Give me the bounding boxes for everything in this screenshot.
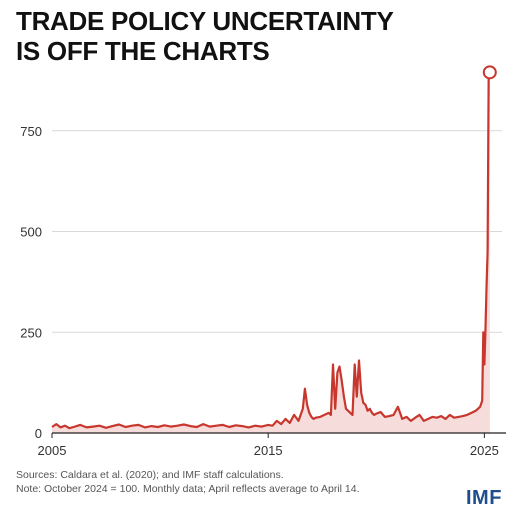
x-tick-label-2025: 2025	[470, 443, 499, 458]
x-tick-label-2015: 2015	[254, 443, 283, 458]
series-area-fill	[52, 70, 490, 434]
note-text: Note: October 2024 = 100. Monthly data; …	[16, 483, 360, 495]
latest-value-marker	[482, 65, 497, 80]
y-tick-label-250: 250	[20, 325, 42, 340]
tick-labels: 0 250 500 750 2005 2015 2025	[20, 124, 499, 458]
series-line-layer	[51, 69, 491, 430]
gridlines	[52, 130, 502, 333]
chart-title-line-1: TRADE POLICY UNCERTAINTY	[16, 6, 394, 36]
source-text: Sources: Caldara et al. (2020); and IMF …	[16, 469, 284, 481]
chart-title: TRADE POLICY UNCERTAINTY IS OFF THE CHAR…	[16, 6, 394, 66]
chart-title-line-2: IS OFF THE CHARTS	[16, 36, 270, 66]
imf-logo: IMF	[466, 487, 502, 509]
chart-footnote: Sources: Caldara et al. (2020); and IMF …	[16, 468, 360, 496]
y-tick-label-750: 750	[20, 124, 42, 139]
series-line	[51, 69, 491, 430]
area-fill-layer	[52, 70, 490, 434]
y-tick-label-500: 500	[20, 225, 42, 240]
x-tick-label-2005: 2005	[38, 443, 67, 458]
annotation-layer	[482, 65, 497, 80]
axes	[51, 432, 506, 438]
y-tick-label-0: 0	[35, 426, 42, 441]
